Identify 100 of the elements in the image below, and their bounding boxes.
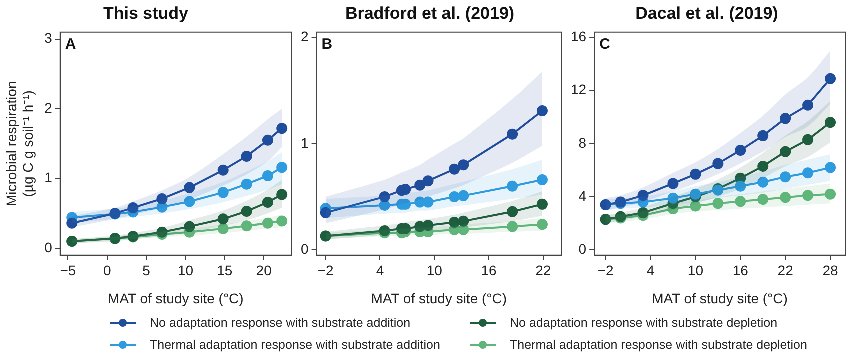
- x-tick-label: 16: [481, 262, 497, 279]
- point: [668, 192, 679, 204]
- point: [379, 191, 390, 202]
- x-tick-label: 16: [732, 262, 749, 279]
- point: [458, 160, 470, 171]
- y-tick-label: 2: [300, 28, 309, 45]
- point: [780, 146, 792, 158]
- point: [712, 158, 724, 170]
- x-tick-label: −2: [318, 262, 334, 279]
- point: [536, 219, 548, 230]
- point: [780, 172, 792, 183]
- x-tick-label: 4: [646, 262, 655, 279]
- point: [735, 180, 746, 192]
- point: [507, 206, 518, 218]
- point: [276, 162, 288, 174]
- point: [802, 190, 814, 202]
- point: [507, 128, 518, 140]
- point: [422, 220, 434, 232]
- y-tick-label: 0: [578, 240, 587, 257]
- point: [458, 216, 470, 227]
- point: [184, 196, 196, 208]
- point: [449, 216, 460, 228]
- point: [536, 105, 548, 116]
- y-axis-title: Microbial respiration (µg C g soil⁻¹ h⁻¹): [3, 81, 36, 207]
- legend-label: No adaptation response with substrate addition: [150, 316, 411, 330]
- y-tick-label: 1: [300, 134, 309, 151]
- point: [507, 221, 518, 232]
- x-axis-title: MAT of study site (°C): [371, 290, 508, 306]
- point: [690, 200, 702, 212]
- point: [449, 164, 460, 175]
- legend-label: Thermal adaptation response with substrate depletion: [510, 338, 808, 352]
- point: [218, 164, 229, 176]
- point: [128, 202, 139, 214]
- chart-title: This study: [103, 4, 190, 23]
- y-tick-label: 0: [300, 240, 309, 257]
- point: [320, 207, 332, 218]
- y-tick-label: 12: [570, 82, 587, 98]
- x-axis-title: MAT of study site (°C): [652, 290, 788, 306]
- point: [241, 220, 252, 232]
- point: [536, 198, 548, 210]
- point: [507, 180, 518, 192]
- point: [735, 196, 746, 208]
- point: [668, 178, 679, 190]
- point: [262, 134, 274, 146]
- x-tick-label: −5: [60, 262, 76, 279]
- point: [218, 187, 229, 198]
- point: [638, 207, 649, 218]
- annotation: C: [600, 36, 611, 54]
- point: [825, 117, 836, 128]
- x-axis-title: MAT of study site (°C): [108, 290, 244, 306]
- point: [780, 113, 792, 124]
- point: [262, 196, 274, 208]
- point: [825, 188, 836, 200]
- x-tick-label: 22: [536, 262, 552, 279]
- point: [379, 225, 390, 236]
- y-tick-label: 2: [44, 100, 53, 116]
- point: [802, 100, 814, 111]
- y-tick-label: 3: [44, 30, 53, 46]
- point: [184, 221, 196, 232]
- x-tick-label: 5: [142, 262, 151, 279]
- x-tick-label: 20: [256, 262, 272, 279]
- point: [802, 168, 814, 179]
- point: [690, 188, 702, 200]
- x-tick-label: 4: [376, 262, 384, 279]
- y-tick-label: 16: [570, 28, 587, 45]
- point: [422, 196, 434, 208]
- point: [758, 194, 769, 206]
- point: [712, 198, 724, 210]
- point: [241, 178, 252, 190]
- point: [218, 223, 229, 234]
- legend-label: Thermal adaptation response with substrate addition: [150, 338, 440, 352]
- y-tick-label: 8: [578, 134, 587, 151]
- point: [638, 190, 649, 202]
- legend-label: No adaptation response with substrate depletion: [510, 316, 778, 330]
- point: [825, 162, 836, 174]
- x-tick-label: 10: [178, 262, 194, 279]
- point: [735, 145, 746, 156]
- y-tick-label: 1: [44, 170, 53, 186]
- y-tick-label: 4: [578, 188, 587, 204]
- point: [536, 174, 548, 186]
- point: [262, 170, 274, 182]
- point: [156, 193, 168, 204]
- point: [825, 73, 836, 84]
- point: [241, 206, 252, 217]
- annotation: A: [65, 36, 76, 54]
- point: [690, 168, 702, 180]
- point: [241, 150, 252, 162]
- x-tick-label: 22: [778, 262, 794, 279]
- point: [422, 176, 434, 187]
- point: [449, 191, 460, 202]
- point: [276, 189, 288, 200]
- x-tick-label: 28: [822, 262, 839, 279]
- point: [414, 180, 426, 191]
- point: [66, 218, 78, 229]
- point: [276, 216, 288, 227]
- point: [218, 214, 229, 225]
- point: [802, 134, 814, 146]
- chart-title: Bradford et al. (2019): [345, 4, 515, 23]
- point: [780, 192, 792, 204]
- point: [758, 176, 769, 188]
